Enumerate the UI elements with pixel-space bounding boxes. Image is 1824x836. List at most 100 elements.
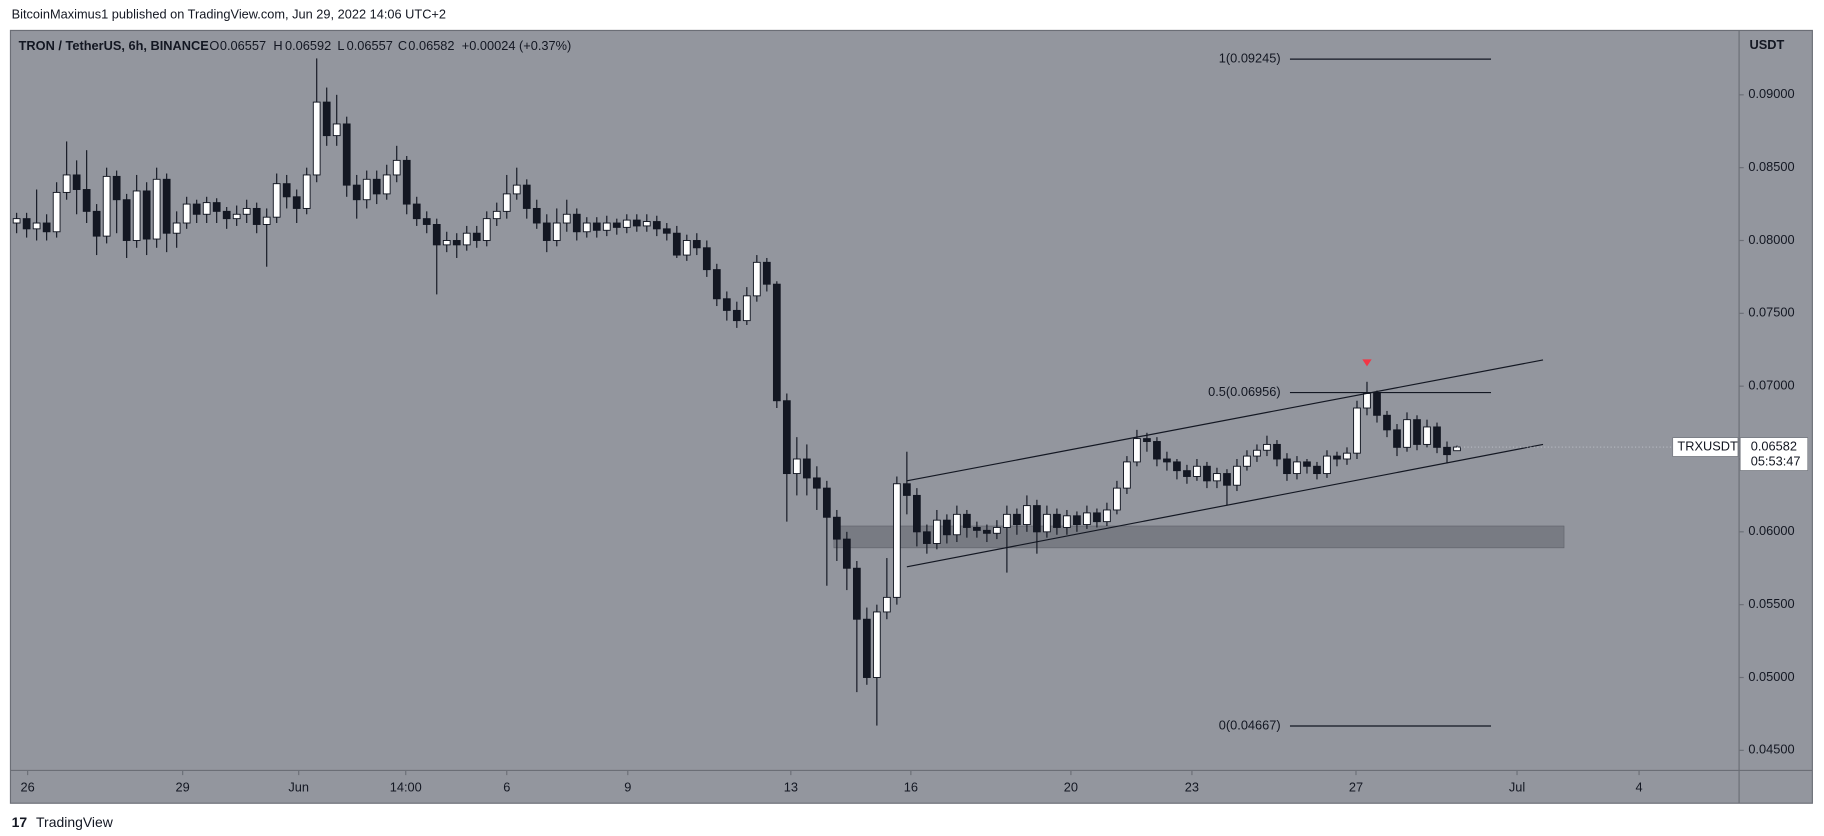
- candle-body: [172, 222, 181, 234]
- candle-body: [422, 218, 431, 225]
- trendline: [906, 359, 1544, 482]
- candle-body: [122, 199, 131, 241]
- candle-body: [612, 222, 621, 228]
- candle-body: [602, 222, 611, 231]
- candle-body: [1083, 512, 1091, 526]
- candle-body: [802, 458, 811, 479]
- candle-body: [522, 184, 531, 209]
- candle-body: [702, 247, 711, 271]
- candle-body: [882, 596, 891, 613]
- y-tick-label: 0.09000: [1748, 86, 1794, 101]
- candle-body: [622, 219, 631, 228]
- y-tick-label: 0.07500: [1748, 305, 1794, 320]
- candle-body: [892, 483, 901, 598]
- candle-body: [1263, 443, 1271, 451]
- ohlc-label: L: [337, 38, 344, 53]
- candle-body: [192, 203, 201, 215]
- x-tick-label: 26: [21, 779, 35, 794]
- candle-body: [1033, 505, 1041, 533]
- candle-body: [762, 261, 771, 285]
- price-box: [1739, 437, 1809, 471]
- candle-body: [312, 101, 321, 176]
- candle-body: [1423, 426, 1431, 445]
- x-tick-label: 23: [1185, 779, 1199, 794]
- y-tick-label: 0.06000: [1748, 523, 1794, 538]
- candle-body: [822, 487, 831, 518]
- candle-body: [142, 190, 151, 240]
- candle-body: [242, 207, 251, 215]
- candle-body: [352, 184, 361, 201]
- candle-body: [1113, 487, 1121, 511]
- candle-body: [842, 538, 851, 569]
- change: +0.00024 (+0.37%): [462, 38, 571, 53]
- y-axis-label: USDT: [1750, 37, 1785, 52]
- candle-body: [552, 222, 561, 241]
- candle-body: [1283, 458, 1291, 475]
- candle-body: [1323, 455, 1331, 475]
- y-tick-label: 0.05000: [1748, 669, 1794, 684]
- candle-body: [973, 526, 981, 531]
- trendline: [906, 443, 1544, 568]
- candle-body: [272, 183, 281, 218]
- candle-body: [572, 213, 581, 233]
- candle-body: [232, 213, 241, 220]
- candle-body: [732, 309, 741, 322]
- candle-body: [672, 232, 681, 256]
- candle-body: [222, 210, 231, 220]
- candle-body: [1353, 407, 1361, 454]
- candle-body: [342, 123, 351, 186]
- x-tick-label: 16: [904, 779, 918, 794]
- candle-body: [712, 269, 721, 300]
- candle-body: [953, 513, 961, 536]
- candle-body: [1383, 414, 1391, 431]
- candle-body: [902, 483, 911, 496]
- candle-body: [392, 159, 401, 176]
- countdown: 05:53:47: [1751, 454, 1801, 469]
- candle-body: [442, 240, 451, 246]
- candle-body: [592, 222, 601, 231]
- x-tick-label: 9: [624, 779, 631, 794]
- candle-body: [933, 519, 941, 544]
- candle-body: [562, 213, 571, 224]
- x-tick-label: 13: [784, 779, 798, 794]
- attribution: BitcoinMaximus1 published on TradingView…: [12, 7, 446, 22]
- ohlc-value: 0.06557: [220, 38, 266, 53]
- candle-body: [1063, 515, 1071, 528]
- candle-body: [1183, 470, 1191, 477]
- x-tick-label: 27: [1349, 779, 1363, 794]
- ohlc-label: O: [209, 38, 219, 53]
- candle-body: [502, 193, 511, 212]
- fib-label: 1(0.09245): [1219, 51, 1281, 66]
- candle-body: [202, 202, 211, 215]
- logo: 17: [12, 814, 28, 830]
- candle-body: [382, 174, 391, 195]
- candle-body: [1163, 458, 1171, 463]
- candle-body: [632, 219, 641, 227]
- candle-body: [282, 183, 291, 198]
- candle-body: [1293, 461, 1301, 475]
- ohlc-label: C: [398, 38, 407, 53]
- candle-body: [913, 494, 921, 533]
- candle-body: [832, 516, 841, 540]
- candle-body: [1453, 446, 1461, 452]
- candle-body: [252, 207, 261, 225]
- candle-body: [1053, 513, 1061, 528]
- candle-body: [1023, 505, 1031, 526]
- candle-body: [262, 216, 271, 225]
- candle-body: [1313, 465, 1321, 475]
- candle-body: [452, 240, 461, 246]
- candle-body: [542, 222, 551, 241]
- candle-body: [582, 222, 591, 233]
- candle-body: [532, 207, 541, 224]
- candle-body: [472, 232, 481, 241]
- last-price: 0.06582: [1751, 438, 1797, 453]
- x-tick-label: 4: [1635, 779, 1642, 794]
- candle-body: [682, 240, 691, 256]
- candle-body: [1203, 465, 1211, 482]
- candle-body: [772, 283, 781, 402]
- candle-body: [302, 174, 311, 209]
- candle-body: [52, 191, 61, 233]
- candle-body: [1243, 455, 1251, 467]
- y-tick-label: 0.08500: [1748, 159, 1794, 174]
- candle-body: [1123, 461, 1131, 489]
